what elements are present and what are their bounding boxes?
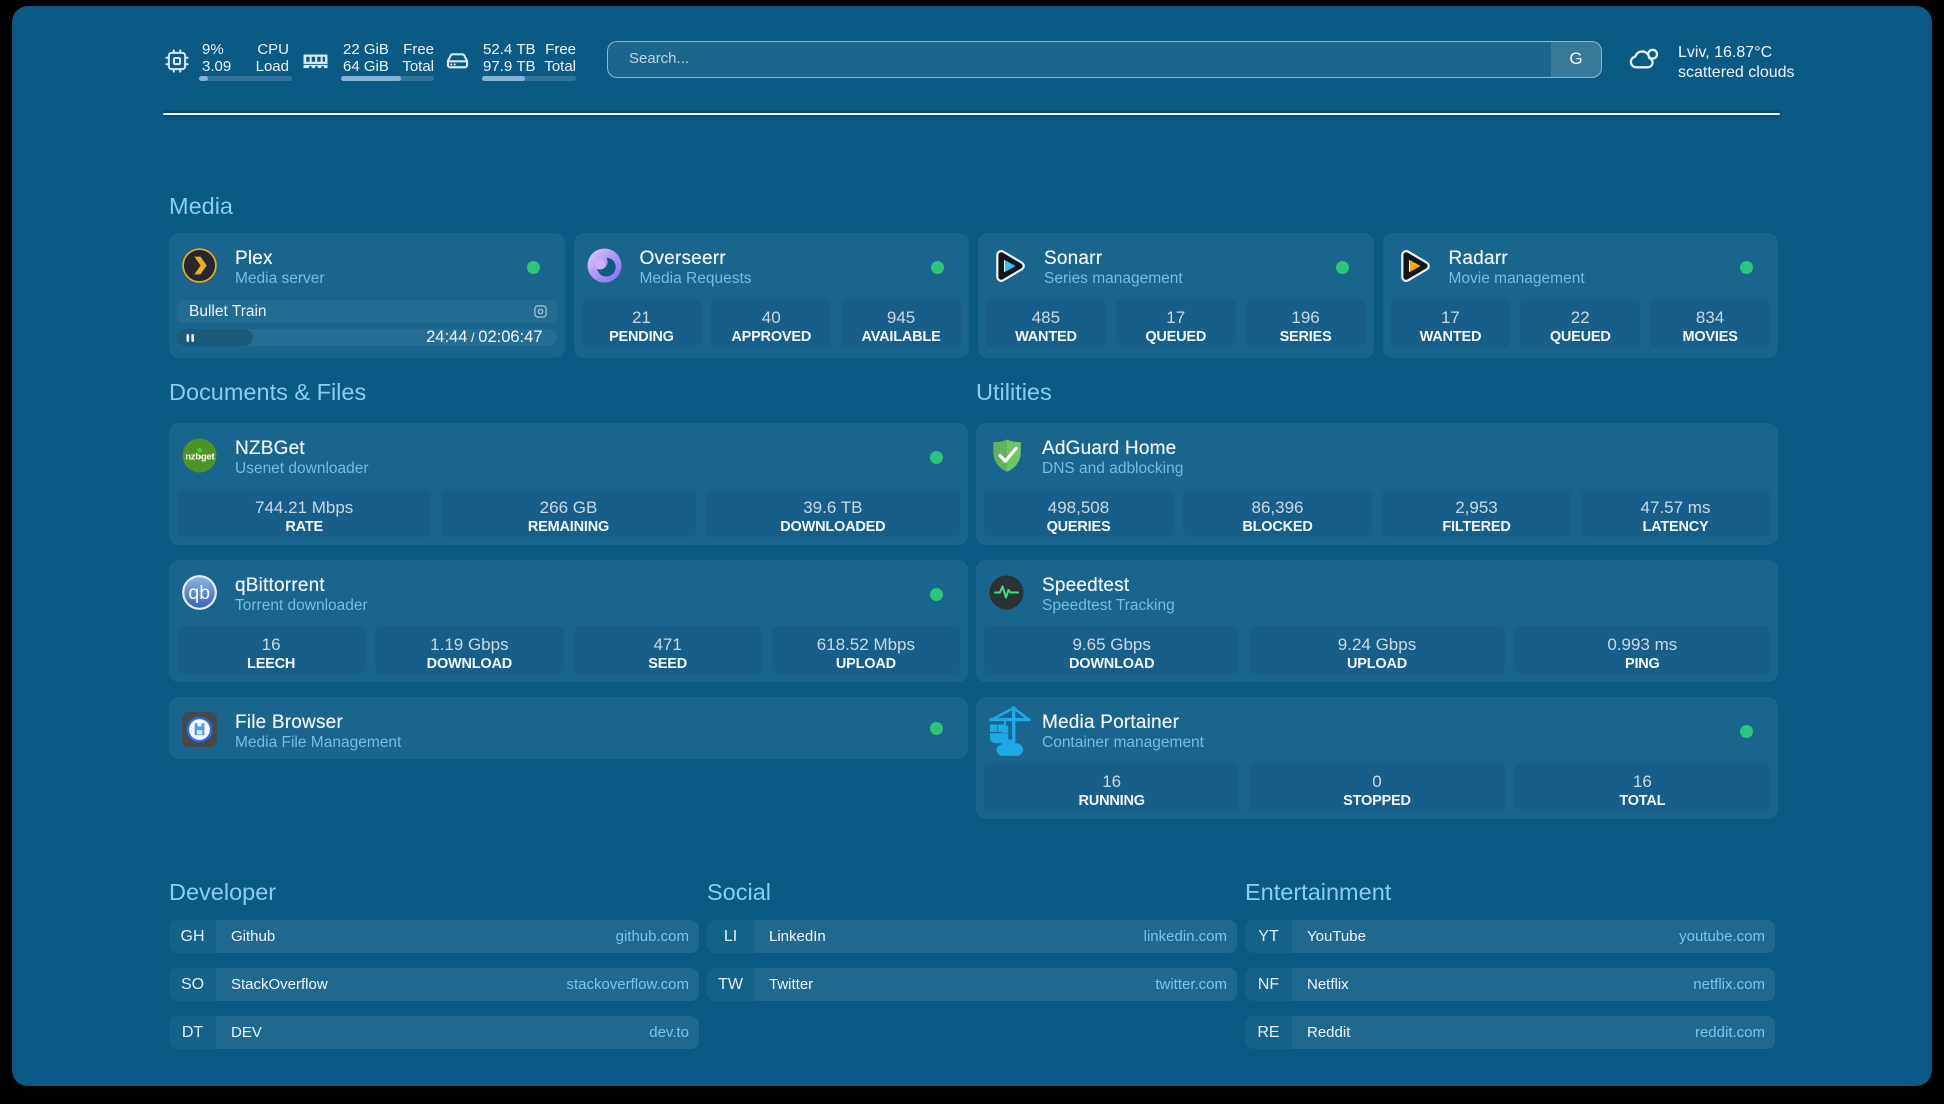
svg-text:nzbget: nzbget bbox=[185, 452, 215, 463]
svg-text:qb: qb bbox=[188, 582, 210, 604]
